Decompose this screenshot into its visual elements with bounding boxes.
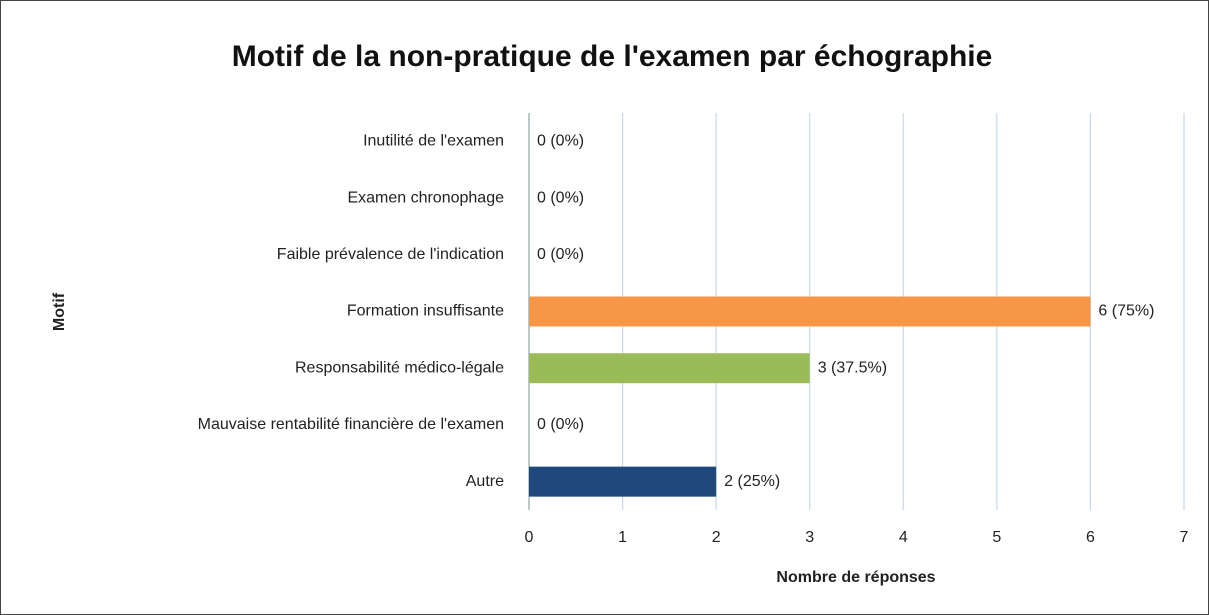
y-tick-label: Faible prévalence de l'indication <box>277 246 504 263</box>
bar <box>529 466 717 497</box>
data-label: 3 (37.5%) <box>818 359 887 376</box>
y-axis-title: Motif <box>51 292 68 331</box>
x-tick-label: 7 <box>1180 529 1189 546</box>
bar <box>529 296 1091 327</box>
x-tick-label: 4 <box>899 529 908 546</box>
y-tick-label: Formation insuffisante <box>347 303 504 320</box>
x-tick-label: 6 <box>1086 529 1095 546</box>
x-tick-label: 2 <box>712 529 721 546</box>
data-label: 0 (0%) <box>537 189 584 206</box>
y-tick-label: Mauvaise rentabilité financière de l'exa… <box>198 416 504 433</box>
data-label: 0 (0%) <box>537 133 584 150</box>
x-tick-label: 5 <box>992 529 1001 546</box>
data-label: 2 (25%) <box>724 473 780 490</box>
chart-title: Motif de la non-pratique de l'examen par… <box>232 40 993 73</box>
data-label: 6 (75%) <box>1098 303 1154 320</box>
x-tick-label: 0 <box>525 529 534 546</box>
data-label: 0 (0%) <box>537 246 584 263</box>
x-tick-label: 1 <box>618 529 627 546</box>
x-tick-label: 3 <box>805 529 814 546</box>
y-tick-label: Inutilité de l'examen <box>363 133 504 150</box>
data-label: 0 (0%) <box>537 416 584 433</box>
x-axis-title: Nombre de réponses <box>776 569 935 586</box>
bar <box>529 353 810 384</box>
y-tick-label: Responsabilité médico-légale <box>295 359 504 376</box>
y-tick-label: Autre <box>466 473 504 490</box>
y-tick-label: Examen chronophage <box>347 189 504 206</box>
